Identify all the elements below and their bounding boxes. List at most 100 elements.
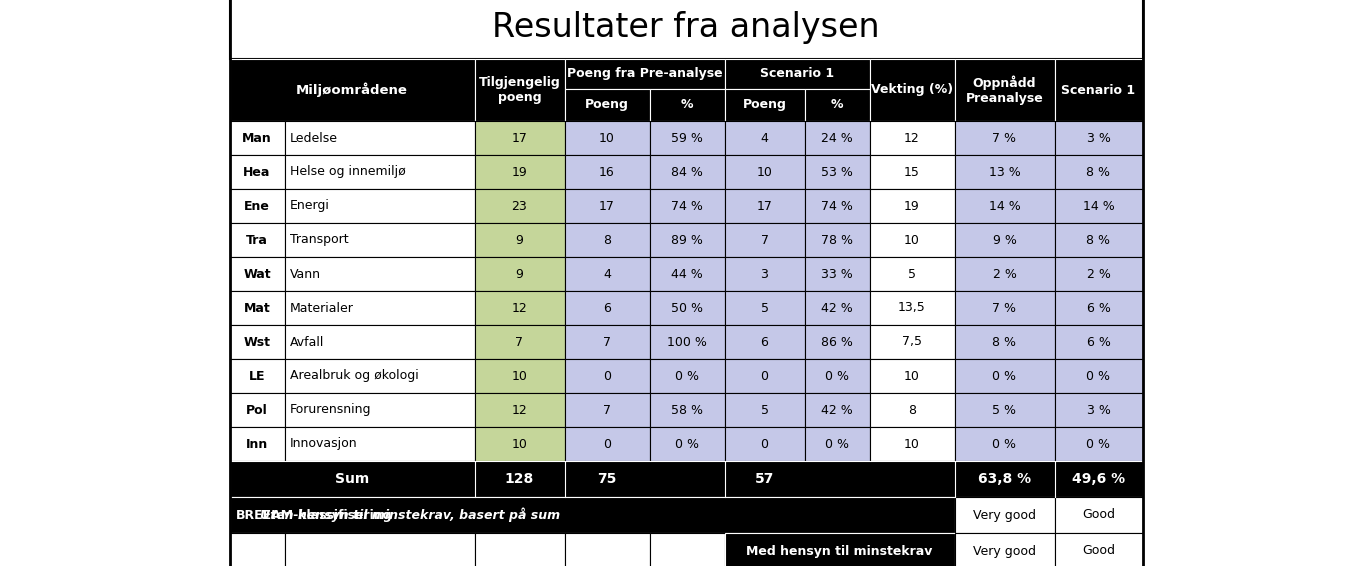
Bar	[1055, 497, 1143, 533]
Bar	[804, 359, 870, 393]
Bar	[804, 223, 870, 257]
Text: Man: Man	[241, 131, 272, 144]
Bar	[1055, 291, 1143, 325]
Text: 6 %: 6 %	[1087, 302, 1110, 315]
Text: 100 %: 100 %	[667, 336, 707, 349]
Bar	[724, 121, 804, 155]
Bar	[724, 189, 804, 223]
Bar	[955, 291, 1055, 325]
Bar	[475, 59, 564, 121]
Bar	[284, 533, 475, 566]
Text: Vekting (%): Vekting (%)	[871, 84, 954, 96]
Text: 0 %: 0 %	[992, 370, 1017, 383]
Text: 2 %: 2 %	[992, 268, 1017, 281]
Text: 17: 17	[756, 199, 772, 212]
Bar	[649, 359, 724, 393]
Bar	[870, 223, 955, 257]
Bar	[475, 223, 564, 257]
Bar	[1055, 325, 1143, 359]
Text: 89 %: 89 %	[671, 234, 702, 247]
Bar	[564, 325, 649, 359]
Bar	[1055, 533, 1143, 566]
Bar	[284, 189, 475, 223]
Text: 7: 7	[604, 336, 611, 349]
Text: 9: 9	[516, 268, 524, 281]
Bar	[870, 59, 955, 121]
Text: 86 %: 86 %	[820, 336, 853, 349]
Bar	[564, 257, 649, 291]
Bar	[955, 497, 1055, 533]
Text: 16: 16	[600, 165, 615, 178]
Text: 6 %: 6 %	[1087, 336, 1110, 349]
Bar	[649, 89, 724, 121]
Bar	[649, 291, 724, 325]
Text: 10: 10	[904, 438, 921, 451]
Bar	[475, 291, 564, 325]
Bar	[564, 291, 649, 325]
Bar	[475, 121, 564, 155]
Bar	[229, 189, 284, 223]
Text: Arealbruk og økologi: Arealbruk og økologi	[289, 370, 418, 383]
Text: 5: 5	[908, 268, 916, 281]
Text: 0 %: 0 %	[825, 370, 849, 383]
Text: Good: Good	[1083, 508, 1115, 521]
Text: 8 %: 8 %	[1087, 234, 1110, 247]
Text: Very good: Very good	[973, 508, 1036, 521]
Text: 13 %: 13 %	[989, 165, 1021, 178]
Text: 23: 23	[512, 199, 527, 212]
Text: 8 %: 8 %	[1087, 165, 1110, 178]
Bar	[870, 155, 955, 189]
Bar	[870, 257, 955, 291]
Text: Very good: Very good	[973, 544, 1036, 558]
Bar	[1055, 121, 1143, 155]
Bar	[870, 393, 955, 427]
Text: 57: 57	[755, 472, 774, 486]
Text: Poeng fra Pre-analyse: Poeng fra Pre-analyse	[567, 67, 722, 80]
Bar	[229, 121, 284, 155]
Text: 3: 3	[760, 268, 768, 281]
Bar	[870, 189, 955, 223]
Text: 12: 12	[512, 404, 527, 417]
Text: Scenario 1: Scenario 1	[760, 67, 834, 80]
Text: Oppnådd
Preanalyse: Oppnådd Preanalyse	[966, 75, 1043, 105]
Text: 10: 10	[512, 438, 527, 451]
Text: %: %	[681, 98, 693, 112]
Bar	[475, 393, 564, 427]
Bar	[870, 121, 955, 155]
Bar	[229, 291, 284, 325]
Bar	[564, 533, 649, 566]
Text: Miljøområdene: Miljøområdene	[296, 83, 407, 97]
Bar	[229, 325, 284, 359]
Text: LE: LE	[248, 370, 265, 383]
Bar	[475, 189, 564, 223]
Bar	[229, 461, 1143, 497]
Bar	[564, 59, 724, 89]
Text: 2 %: 2 %	[1087, 268, 1110, 281]
Bar	[724, 359, 804, 393]
Text: 8: 8	[908, 404, 916, 417]
Text: 5: 5	[760, 302, 768, 315]
Text: 128: 128	[505, 472, 534, 486]
Bar	[804, 393, 870, 427]
Bar	[955, 189, 1055, 223]
Bar	[649, 533, 724, 566]
Bar	[955, 121, 1055, 155]
Text: Tra: Tra	[246, 234, 268, 247]
Bar	[724, 291, 804, 325]
Text: 33 %: 33 %	[820, 268, 853, 281]
Bar	[475, 155, 564, 189]
Bar	[649, 121, 724, 155]
Text: Pol: Pol	[246, 404, 268, 417]
Bar	[955, 359, 1055, 393]
Bar	[1055, 359, 1143, 393]
Text: Forurensning: Forurensning	[289, 404, 370, 417]
Text: 19: 19	[512, 165, 527, 178]
Text: 9: 9	[516, 234, 524, 247]
Text: 78 %: 78 %	[820, 234, 853, 247]
Bar	[804, 291, 870, 325]
Text: 50 %: 50 %	[671, 302, 702, 315]
Bar	[804, 121, 870, 155]
Bar	[1055, 257, 1143, 291]
Text: 3 %: 3 %	[1087, 131, 1110, 144]
Bar	[724, 223, 804, 257]
